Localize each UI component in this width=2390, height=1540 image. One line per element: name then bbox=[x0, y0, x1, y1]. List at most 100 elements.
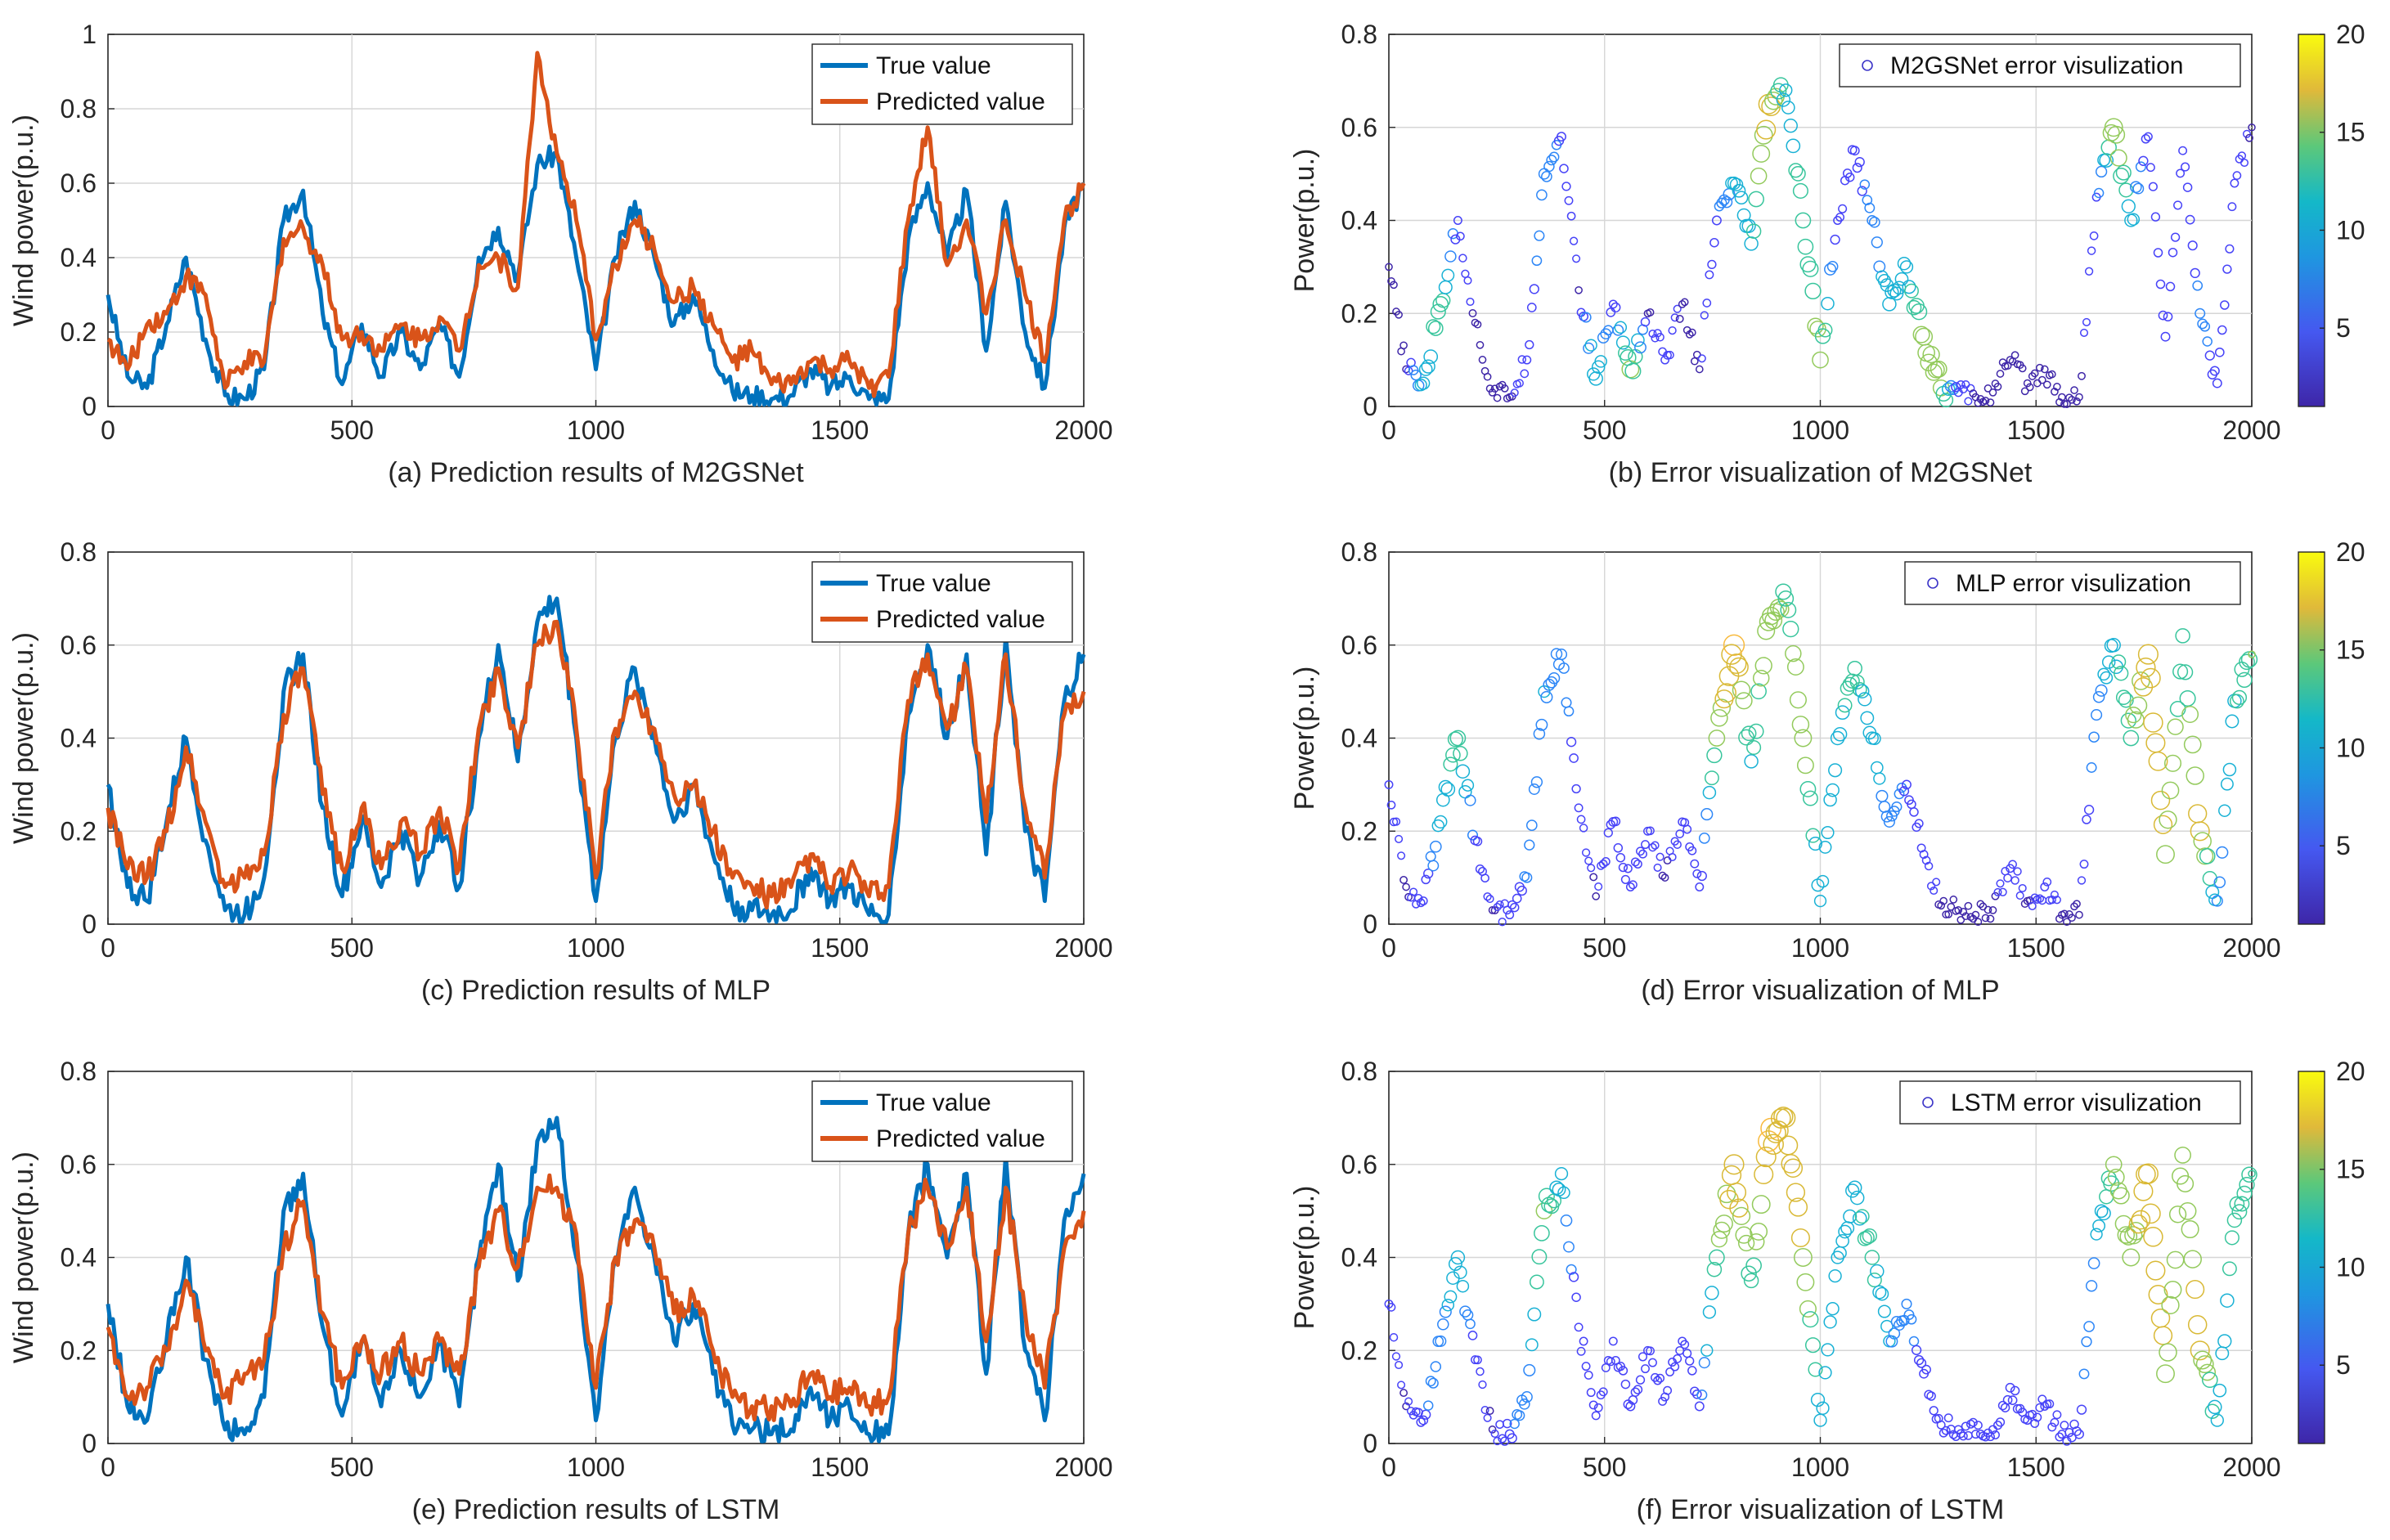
error-marker bbox=[1663, 1385, 1673, 1395]
error-marker bbox=[1695, 882, 1705, 891]
error-marker bbox=[1835, 705, 1850, 721]
error-marker bbox=[2231, 1204, 2248, 1220]
error-marker bbox=[1939, 1428, 1948, 1438]
error-marker bbox=[1557, 132, 1566, 142]
error-marker bbox=[1843, 1209, 1858, 1223]
x-tick-label: 1000 bbox=[567, 1452, 625, 1482]
error-marker bbox=[1535, 718, 1548, 731]
error-marker bbox=[1512, 893, 1522, 904]
error-marker bbox=[2178, 146, 2188, 155]
error-marker bbox=[2230, 178, 2240, 188]
error-marker bbox=[1745, 223, 1762, 239]
error-marker bbox=[2237, 151, 2247, 160]
error-marker bbox=[2082, 815, 2091, 824]
error-marker bbox=[1776, 1107, 1796, 1128]
error-marker bbox=[1509, 902, 1520, 913]
error-marker bbox=[1792, 182, 1808, 199]
error-marker bbox=[1714, 1214, 1733, 1233]
error-marker bbox=[2132, 182, 2145, 195]
error-marker bbox=[1386, 800, 1396, 810]
error-marker bbox=[1723, 634, 1745, 656]
x-tick-label: 1500 bbox=[2007, 415, 2065, 445]
error-marker bbox=[2115, 164, 2132, 181]
error-marker bbox=[1750, 1222, 1768, 1241]
panel-d-mlp-error: 0 500 1000 1500 2000 0 0.2 0.4 0.6 0.8 Power(p.u.)… bbox=[1289, 537, 2365, 1006]
error-marker bbox=[2231, 689, 2248, 706]
error-marker bbox=[1754, 1164, 1774, 1185]
colorbar-tick-label: 20 bbox=[2336, 537, 2365, 567]
error-marker bbox=[2083, 805, 2095, 815]
error-marker bbox=[1847, 1180, 1862, 1195]
error-marker bbox=[1904, 283, 1919, 299]
error-marker bbox=[2052, 1410, 2062, 1420]
error-marker bbox=[1579, 1336, 1588, 1346]
error-marker bbox=[1414, 379, 1427, 392]
error-marker bbox=[2104, 118, 2123, 137]
error-marker bbox=[1750, 167, 1768, 185]
error-marker bbox=[1569, 753, 1579, 763]
error-marker bbox=[2213, 1383, 2227, 1398]
error-marker bbox=[2216, 846, 2229, 859]
error-marker bbox=[2124, 1226, 2143, 1245]
error-marker bbox=[2090, 1228, 2103, 1241]
error-marker bbox=[1924, 861, 1934, 871]
y-tick-label: 0.6 bbox=[61, 1150, 97, 1179]
error-marker bbox=[1947, 902, 1956, 911]
error-marker bbox=[1906, 1313, 1917, 1325]
error-marker bbox=[1880, 810, 1894, 823]
x-tick-label: 2000 bbox=[2222, 1452, 2280, 1482]
error-marker bbox=[2037, 375, 2046, 384]
error-marker bbox=[1849, 146, 1860, 156]
x-tick-label: 2000 bbox=[1054, 1452, 1112, 1482]
error-marker bbox=[1828, 1268, 1842, 1283]
error-marker bbox=[1756, 119, 1777, 140]
error-marker bbox=[1973, 1421, 1983, 1430]
error-marker bbox=[2137, 1163, 2159, 1184]
error-marker bbox=[1750, 683, 1767, 700]
error-marker bbox=[1441, 1298, 1455, 1312]
legend-marker bbox=[1922, 1097, 1934, 1108]
panel-caption: (c) Prediction results of MLP bbox=[421, 975, 770, 1006]
error-marker bbox=[1591, 1411, 1601, 1421]
colorbar bbox=[2298, 34, 2325, 407]
error-marker bbox=[1581, 848, 1591, 857]
error-marker bbox=[1838, 204, 1848, 213]
error-marker bbox=[2025, 383, 2034, 392]
colorbar-tick-label: 5 bbox=[2336, 313, 2351, 343]
error-marker bbox=[1804, 1337, 1822, 1354]
error-marker bbox=[2058, 393, 2066, 402]
error-marker bbox=[1911, 1345, 1922, 1355]
error-marker bbox=[2181, 162, 2190, 172]
error-marker bbox=[1571, 1292, 1581, 1302]
error-marker bbox=[2072, 1426, 2082, 1436]
error-marker bbox=[1901, 1298, 1912, 1309]
error-marker bbox=[2178, 1202, 2197, 1220]
error-marker bbox=[2199, 847, 2216, 864]
x-tick-label: 500 bbox=[330, 415, 374, 445]
error-marker bbox=[2095, 165, 2108, 178]
colorbar-tick-label: 15 bbox=[2336, 1155, 2365, 1184]
error-marker bbox=[1858, 692, 1872, 707]
error-marker bbox=[1646, 1346, 1655, 1356]
error-marker bbox=[1593, 1403, 1603, 1412]
error-marker bbox=[2083, 1321, 2095, 1332]
error-marker bbox=[1705, 270, 1714, 280]
error-marker bbox=[1824, 263, 1837, 276]
error-marker bbox=[1434, 815, 1448, 829]
error-marker bbox=[1391, 1352, 1401, 1361]
error-marker bbox=[1788, 1197, 1808, 1217]
error-marker bbox=[1852, 682, 1867, 697]
error-marker bbox=[1922, 345, 1940, 364]
error-marker bbox=[2087, 1257, 2100, 1269]
error-marker bbox=[2107, 1168, 2125, 1186]
error-marker bbox=[2112, 1187, 2130, 1205]
error-marker bbox=[1799, 1300, 1817, 1318]
error-marker bbox=[1873, 772, 1886, 785]
error-marker bbox=[2065, 393, 2073, 402]
error-marker bbox=[2073, 900, 2081, 909]
error-marker bbox=[1752, 144, 1771, 163]
error-marker bbox=[1808, 837, 1823, 851]
legend-label: Predicted value bbox=[876, 606, 1045, 633]
error-marker bbox=[1559, 164, 1569, 173]
error-marker bbox=[1579, 824, 1588, 833]
